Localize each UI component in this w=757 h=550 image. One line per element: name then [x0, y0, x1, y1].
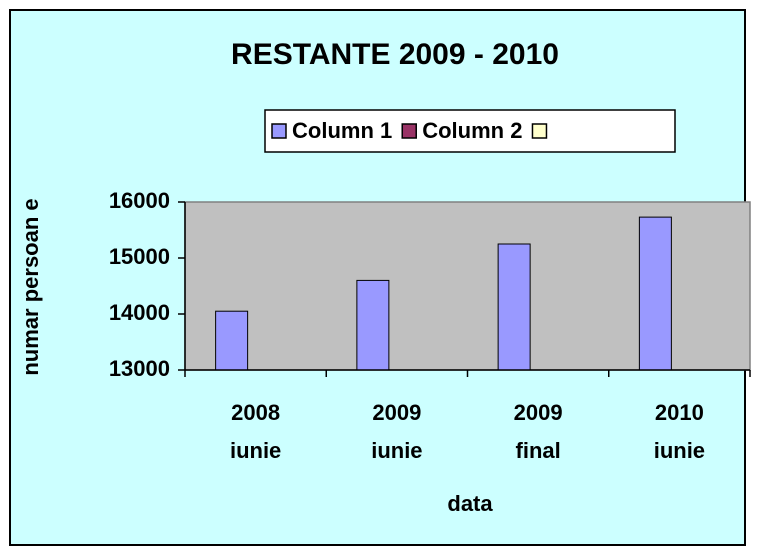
y-axis-label: numar persoan e — [18, 198, 43, 375]
x-tick-label: 2010 iunie — [653, 400, 706, 463]
y-tick-label: 13000 — [109, 356, 170, 381]
x-axis-label: data — [447, 491, 493, 516]
bar — [356, 279, 390, 371]
chart-title: RESTANTE 2009 - 2010 — [231, 38, 559, 71]
x-tick-label: 2008 iunie — [229, 400, 282, 463]
y-tick-label: 14000 — [109, 300, 170, 325]
y-tick-label: 16000 — [109, 188, 170, 213]
bar — [497, 243, 531, 371]
x-tick-label: 2009 final — [513, 400, 563, 463]
legend-swatch — [401, 123, 417, 139]
legend-label: Column 2 — [422, 118, 522, 143]
legend-box — [264, 109, 676, 153]
bar — [215, 310, 249, 371]
legend-swatch — [531, 123, 548, 139]
y-tick-label: 15000 — [109, 244, 170, 269]
legend-label: Column 1 — [292, 118, 392, 143]
x-tick-label: 2009 iunie — [371, 400, 423, 463]
legend-swatch — [271, 123, 287, 139]
bar — [638, 216, 672, 371]
